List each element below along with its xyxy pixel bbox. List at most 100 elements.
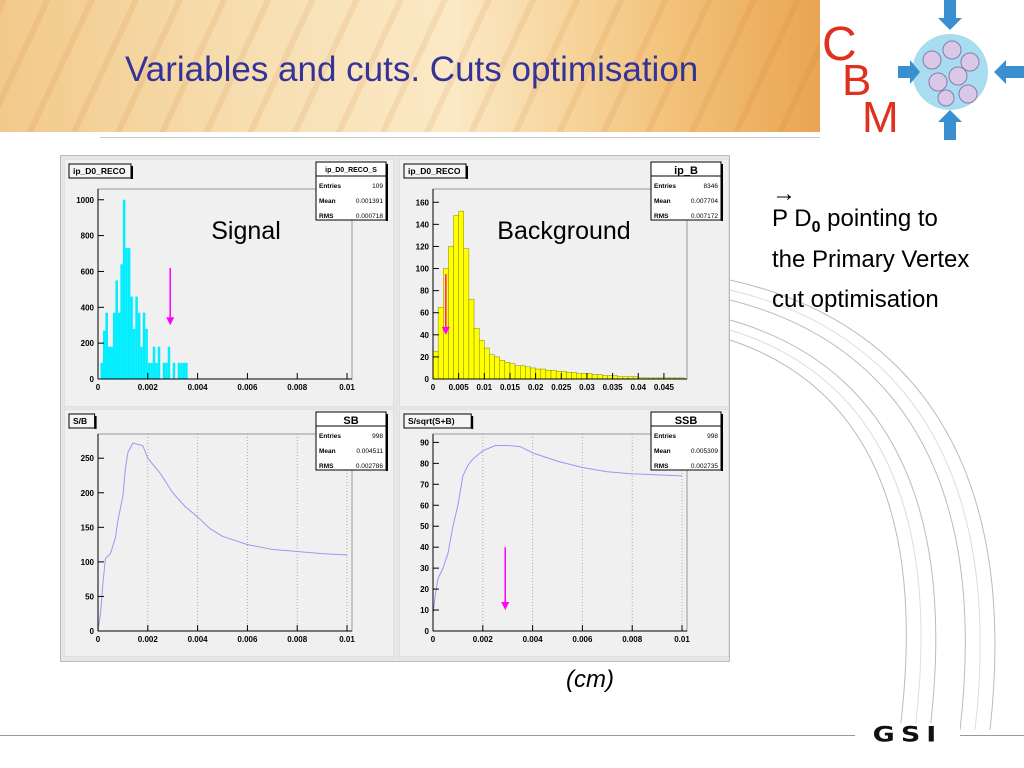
histogram-bar [576, 373, 583, 380]
histogram-title: ip_D0_RECO [73, 166, 126, 176]
stats-label-rms: RMS [654, 463, 669, 470]
y-tick-label: 70 [420, 480, 429, 489]
x-tick-label: 0.008 [287, 635, 308, 644]
histogram-bar [478, 340, 485, 380]
histogram-bar [555, 371, 562, 380]
histogram-label: Background [497, 217, 630, 245]
y-tick-label: 0 [425, 375, 430, 384]
divider [100, 137, 820, 138]
histogram-bar [127, 248, 131, 379]
histogram-bar [142, 312, 146, 379]
x-tick-label: 0.045 [654, 383, 675, 392]
histogram-bar [122, 199, 126, 379]
y-tick-label: 0 [425, 627, 430, 636]
side-text-pointing: pointing to [820, 205, 938, 232]
y-tick-label: 80 [420, 287, 429, 296]
x-tick-label: 0.008 [287, 383, 308, 392]
histogram-bar [458, 210, 464, 380]
y-tick-label: 140 [416, 220, 430, 229]
stats-label-mean: Mean [654, 448, 671, 455]
stats-value-entries: 8346 [704, 183, 719, 190]
side-text-pd: P D [772, 205, 812, 232]
x-tick-label: 0.035 [603, 383, 624, 392]
stats-label-mean: Mean [319, 198, 336, 205]
histogram-bar [172, 362, 176, 379]
x-tick-label: 0.01 [339, 635, 355, 644]
histogram-title: S/sqrt(S+B) [408, 416, 455, 426]
stats-box [315, 411, 387, 471]
histogram-bar [182, 362, 186, 379]
y-tick-label: 0 [90, 627, 95, 636]
pad-sb-ratio: 0 0.002 0.004 0.006 0.008 0.01 0 50 100 150 200 250… [64, 409, 394, 657]
x-tick-label: 0 [96, 635, 101, 644]
svg-text:C: C [822, 18, 857, 71]
y-tick-label: 150 [81, 523, 95, 532]
x-tick-label: 0.002 [138, 383, 159, 392]
histogram-bar [167, 346, 171, 379]
x-tick-label: 0.025 [551, 383, 572, 392]
stats-name: ip_B [674, 165, 698, 177]
gsi-logo: GSI [855, 723, 960, 747]
stats-name: SB [343, 415, 358, 427]
stats-label-mean: Mean [319, 448, 336, 455]
histogram-bar [499, 360, 506, 380]
cut-arrowhead [501, 602, 510, 611]
x-tick-label: 0.002 [473, 635, 494, 644]
histogram-bar [520, 365, 526, 380]
x-tick-label: 0.005 [449, 383, 470, 392]
x-tick-label: 0.006 [237, 383, 258, 392]
stats-value-mean: 0.005309 [691, 448, 718, 455]
histogram-bar [437, 306, 444, 380]
y-tick-label: 0 [90, 375, 95, 384]
x-tick-label: 0.04 [630, 383, 646, 392]
histogram-bar [115, 280, 118, 379]
x-tick-label: 0.01 [477, 383, 493, 392]
histogram-bar [545, 369, 552, 380]
x-tick-label: 0 [431, 383, 436, 392]
stats-label-rms: RMS [319, 213, 334, 220]
y-tick-label: 100 [81, 558, 95, 567]
title-banner [0, 0, 820, 132]
y-tick-label: 600 [81, 267, 95, 276]
stats-value-mean: 0.001391 [356, 198, 383, 205]
svg-text:M: M [862, 93, 899, 140]
stats-value-entries: 998 [372, 433, 383, 440]
histogram-bar [535, 368, 541, 380]
histogram-bar [125, 248, 128, 379]
slide-title: Variables and cuts. Cuts optimisation [125, 50, 699, 89]
histogram-bar [137, 312, 141, 379]
stats-label-entries: Entries [319, 183, 341, 190]
y-tick-label: 200 [81, 489, 95, 498]
histogram-bar [566, 372, 572, 380]
stats-label-entries: Entries [319, 433, 341, 440]
histogram-bar [514, 365, 521, 380]
plot-frame [432, 433, 688, 632]
stats-value-rms: 0.002786 [356, 463, 383, 470]
stats-label-rms: RMS [654, 213, 669, 220]
histogram-bar [117, 312, 121, 379]
histogram-title-box [68, 413, 96, 429]
y-tick-label: 90 [420, 438, 429, 447]
y-tick-label: 40 [420, 331, 429, 340]
histogram-bar [432, 351, 439, 380]
stats-label-entries: Entries [654, 183, 676, 190]
histogram-bar [135, 296, 138, 379]
histogram-bar [463, 248, 470, 380]
histogram-bar [132, 328, 136, 379]
histogram-bar [177, 362, 181, 379]
svg-text:B: B [842, 56, 871, 105]
histogram-bar [550, 369, 557, 380]
x-tick-label: 0.008 [622, 635, 643, 644]
histogram-bar [107, 346, 111, 379]
histogram-bar [591, 374, 598, 380]
x-tick-label: 0.03 [579, 383, 595, 392]
root-canvas: 0 0.002 0.004 0.006 0.008 0.01 0 200 400 600 800 10… [60, 155, 730, 662]
x-tick-label: 0 [431, 635, 436, 644]
x-tick-label: 0.002 [138, 635, 159, 644]
histogram-title: S/B [73, 416, 87, 426]
histogram-bar [468, 299, 475, 380]
histogram-bar [448, 246, 454, 380]
cut-arrowhead [441, 326, 450, 335]
stats-value-rms: 0.000718 [356, 213, 383, 220]
x-tick-label: 0.004 [523, 635, 544, 644]
